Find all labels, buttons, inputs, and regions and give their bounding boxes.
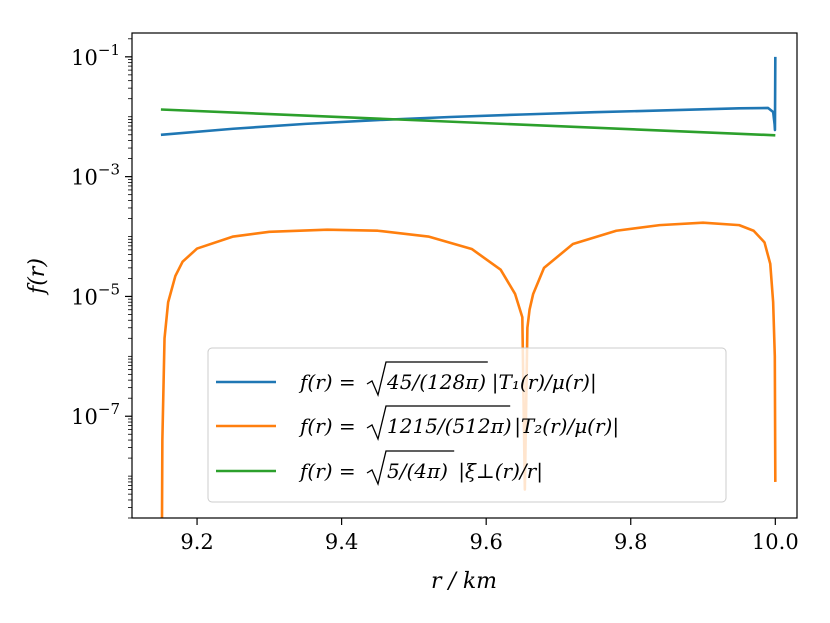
legend-label-2: f(r) = (298, 414, 356, 438)
y-tick-label-2: 10−3 (71, 161, 120, 190)
legend-radical-3 (366, 450, 455, 487)
x-tick-label-3: 9.6 (469, 530, 502, 554)
legend-radicand-2: 1215/(512π) (387, 414, 512, 438)
legend-radicand-3: 5/(4π) (387, 459, 448, 483)
y-axis-label: f(r) (25, 258, 50, 296)
legend-radical-1 (366, 361, 488, 398)
legend-label-3: f(r) = (298, 459, 356, 483)
x-tick-label-5: 10.0 (752, 530, 799, 554)
legend-label-1: f(r) = (298, 370, 356, 394)
legend-rest-2: |T₂(r)/μ(r)| (514, 414, 619, 439)
legend-rest-3: |ξ⊥(r)/r| (458, 459, 543, 484)
legend-radical-2 (366, 405, 511, 442)
legend-rest-1: |T₁(r)/μ(r)| (492, 370, 597, 395)
x-axis-label: r / km (431, 569, 497, 594)
y-tick-label-4: 10−7 (71, 400, 120, 429)
y-tick-label-1: 10−1 (71, 41, 120, 70)
series-line-3 (160, 108, 776, 137)
legend-frame (207, 347, 727, 503)
axes-frame (131, 32, 798, 519)
x-tick-label-2: 9.4 (325, 530, 358, 554)
x-axis: 9.2 9.4 9.6 9.8 10.0 (180, 518, 799, 554)
legend: f(r) = 45/(128π) |T₁(r)/μ(r)| f(r) = 1215/(5… (207, 347, 727, 503)
series-line-1 (160, 56, 777, 137)
legend-radicand-1: 45/(128π) (386, 370, 486, 394)
x-tick-label-1: 9.2 (180, 530, 213, 554)
y-axis: 10−1 10−3 10−5 10−7 (71, 38, 132, 519)
x-tick-label-4: 9.8 (614, 530, 647, 554)
y-tick-label-3: 10−5 (71, 280, 120, 309)
